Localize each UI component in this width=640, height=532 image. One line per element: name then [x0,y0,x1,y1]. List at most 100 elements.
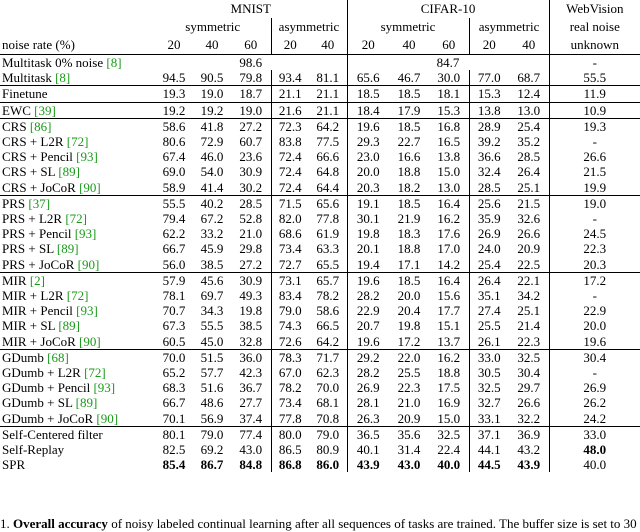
value-cell: 72.3 [271,117,309,135]
value-cell: 26.9 [347,380,389,395]
citation: [90] [77,256,100,272]
value: 22.5 [517,256,541,272]
value: 25.6 [477,195,501,211]
value-cell: 55.5 [193,318,231,333]
value: 26.4 [477,272,501,288]
method-cell: Self-Replay [0,442,155,457]
value: 45.6 [200,272,224,288]
value: 79.4 [162,211,186,227]
method-cell: MIR + JoCoR [90] [0,334,155,350]
value-cell: 54.0 [193,164,231,179]
value: 26.9 [356,380,380,396]
method-name: CRS [2,118,27,134]
value-cell: 16.5 [429,134,470,150]
value-cell: 85.4 [155,457,193,472]
table-row: MIR + SL [89] 67.3 55.5 38.5 74.3 66.5 20.7 19.… [0,318,640,334]
table-row: PRS + Pencil [93] 62.2 33.2 21.0 68.6 61.9 19.… [0,226,640,242]
value-cell: 40.0 [549,457,640,472]
value-cell: 77.8 [309,211,348,227]
value: 32.5 [437,426,461,442]
value-cell: 90.5 [193,70,231,86]
value-cell: 66.6 [309,149,348,165]
method-name: GDumb [2,349,44,365]
value: 24.0 [477,241,501,257]
citation: [89] [58,318,81,334]
value: 67.2 [200,211,224,227]
value-cell: 19.6 [347,271,390,289]
value-cell: 67.0 [271,365,309,380]
value-cell: 24.0 [469,241,509,256]
value-cell: 21.5 [549,164,640,179]
citation: [93] [93,380,116,396]
value-cell: 26.4 [509,164,550,180]
header-row: MNIST CIFAR-10 WebVision [0,0,640,18]
value: 28.2 [356,288,380,304]
value-cell: 20.0 [549,318,640,333]
value-cell: 18.5 [347,85,390,103]
value: 18.8 [397,164,421,180]
value-cell: 17.1 [389,257,429,273]
value: 84.7 [436,55,460,70]
value-cell: 19.0 [549,194,640,212]
value: 18.3 [397,226,421,242]
value-cell: 86.0 [309,457,348,473]
value: 55.5 [200,318,224,334]
value: 33.0 [477,349,501,365]
value: 28.1 [356,395,380,411]
value-cell: 80.0 [271,425,309,443]
method-name: MIR + Pencil [2,303,73,319]
method-cell: GDumb [68] [0,348,155,366]
method-cell: GDumb + SL [89] [0,395,155,410]
value-cell: 28.1 [347,395,389,410]
table-row: CRS [86] 58.6 41.8 27.2 72.3 64.2 19.6 18.5 16.8… [0,117,640,135]
value: 28.2 [356,365,380,381]
value-cell: 78.2 [309,288,348,304]
value-cell: 18.5 [389,85,430,103]
table-row: Finetune 19.3 19.0 18.7 21.1 21.1 18.5 18.5 18.1… [0,85,640,103]
value-cell: 48.6 [193,395,231,410]
citation: [90] [96,410,119,426]
value: 26.6 [517,226,541,242]
value-cell: - [549,288,640,303]
value: 66.5 [316,318,340,334]
value: 77.4 [239,426,263,442]
caption-number: 1. [0,516,10,531]
value: 30.1 [356,211,380,227]
value-cell: 72.4 [271,180,309,196]
value-cell: 17.9 [389,101,430,119]
value-cell: 64.8 [309,164,348,180]
citation: [72] [66,288,89,304]
citation: [90] [79,179,101,195]
noise-rate: 20 [283,37,297,52]
value-cell: 19.0 [193,85,231,103]
value: 33.1 [477,410,501,426]
value-cell: 58.6 [309,303,348,319]
value: 26.2 [583,395,607,411]
table-row: PRS + L2R [72] 79.4 67.2 52.8 82.0 77.8 30.1 21… [0,211,640,227]
value: 15.1 [437,318,461,334]
value-cell: 25.4 [509,117,550,135]
value-cell: 58.6 [155,117,193,135]
value-cell: 16.4 [429,271,470,289]
value: 13.8 [477,102,501,118]
value-cell: 21.4 [509,318,550,334]
value-cell: 70.8 [309,410,348,427]
value-cell: 40.1 [347,442,389,457]
value-cell: 77.8 [271,411,309,427]
value: 80.1 [162,426,186,442]
value: 68.3 [162,380,186,396]
method-name: GDumb + JoCoR [2,410,94,426]
method-name: Multitask 0% noise [2,55,104,70]
caption-text: of noisy labeled continual learning afte… [107,516,637,531]
table-row: PRS + JoCoR [90] 56.0 38.5 27.2 72.7 65.5 19.4… [0,256,640,273]
method-name: CRS + SL [2,164,56,180]
value: 37.4 [239,410,263,426]
value-cell: 26.1 [469,334,509,350]
caption-lead: Overall accuracy [13,516,108,531]
value-cell: 57.7 [193,365,231,380]
value-cell: 16.4 [429,194,470,212]
noise-rate: 40 [309,36,348,55]
value: 62.2 [162,226,186,242]
value-cell: 43.2 [509,442,550,458]
value: 30.4 [517,365,541,381]
